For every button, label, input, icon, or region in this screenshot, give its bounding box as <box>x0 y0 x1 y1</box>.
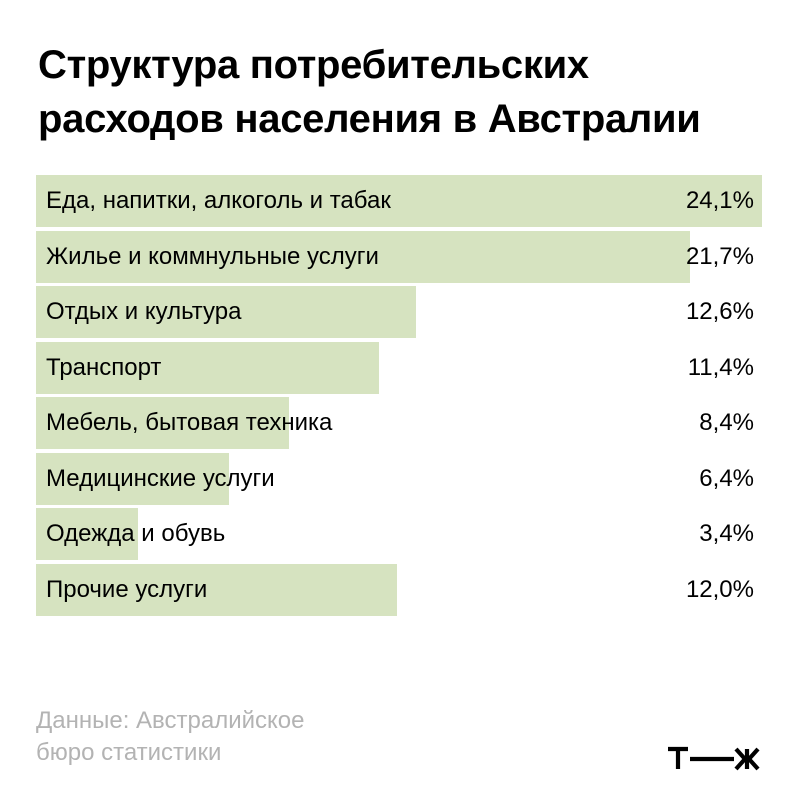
bar-row: Медицинские услуги 6,4% <box>36 452 762 505</box>
category-label: Медицинские услуги <box>46 464 275 492</box>
bar <box>36 341 380 394</box>
bar-row: Еда, напитки, алкоголь и табак 24,1% <box>36 175 762 227</box>
bar-row: Отдых и культура 12,6% <box>36 286 762 338</box>
category-label: Транспорт <box>46 353 162 381</box>
bar <box>36 175 762 227</box>
bar-row: Одежда и обувь 3,4% <box>36 508 762 560</box>
bar <box>36 230 690 283</box>
category-label: Одежда и обувь <box>46 520 226 547</box>
data-source-line-1: Данные: Австралийское <box>36 707 305 734</box>
bar-row: Прочие услуги 12,0% <box>36 563 762 616</box>
data-source: Данные: Австралийское бюро статистики <box>36 705 305 769</box>
category-label: Жилье и коммнульные услуги <box>46 242 379 270</box>
data-source-line-2: бюро статистики <box>36 739 222 766</box>
bar-row: Мебель, бытовая техника 8,4% <box>36 397 762 449</box>
value-label: 11,4% <box>687 353 754 381</box>
value-label: 8,4% <box>699 409 754 436</box>
bar <box>36 563 398 616</box>
category-label: Прочие услуги <box>46 575 208 603</box>
bar <box>36 397 290 449</box>
category-label: Отдых и культура <box>46 298 242 325</box>
bar <box>36 452 229 505</box>
tzh-logo <box>668 746 760 771</box>
chart-title-line-1: Структура потребительских <box>38 43 589 87</box>
chart-title: Структура потребительских расходов насел… <box>38 38 778 146</box>
bar-chart: Еда, напитки, алкоголь и табак 24,1% Жилье… <box>36 175 762 620</box>
bar <box>36 286 416 338</box>
chart-title-line-2: расходов населения в Австралии <box>38 97 701 141</box>
bar-row: Жилье и коммнульные услуги 21,7% <box>36 230 762 283</box>
bar-row: Транспорт 11,4% <box>36 341 762 394</box>
category-label: Еда, напитки, алкоголь и табак <box>46 187 391 214</box>
value-label: 24,1% <box>685 187 754 214</box>
value-label: 12,0% <box>685 575 754 603</box>
bar <box>36 508 139 560</box>
category-label: Мебель, бытовая техника <box>46 409 333 436</box>
value-label: 12,6% <box>685 298 754 325</box>
value-label: 6,4% <box>699 464 754 492</box>
value-label: 3,4% <box>699 520 754 547</box>
value-label: 21,7% <box>685 242 754 270</box>
